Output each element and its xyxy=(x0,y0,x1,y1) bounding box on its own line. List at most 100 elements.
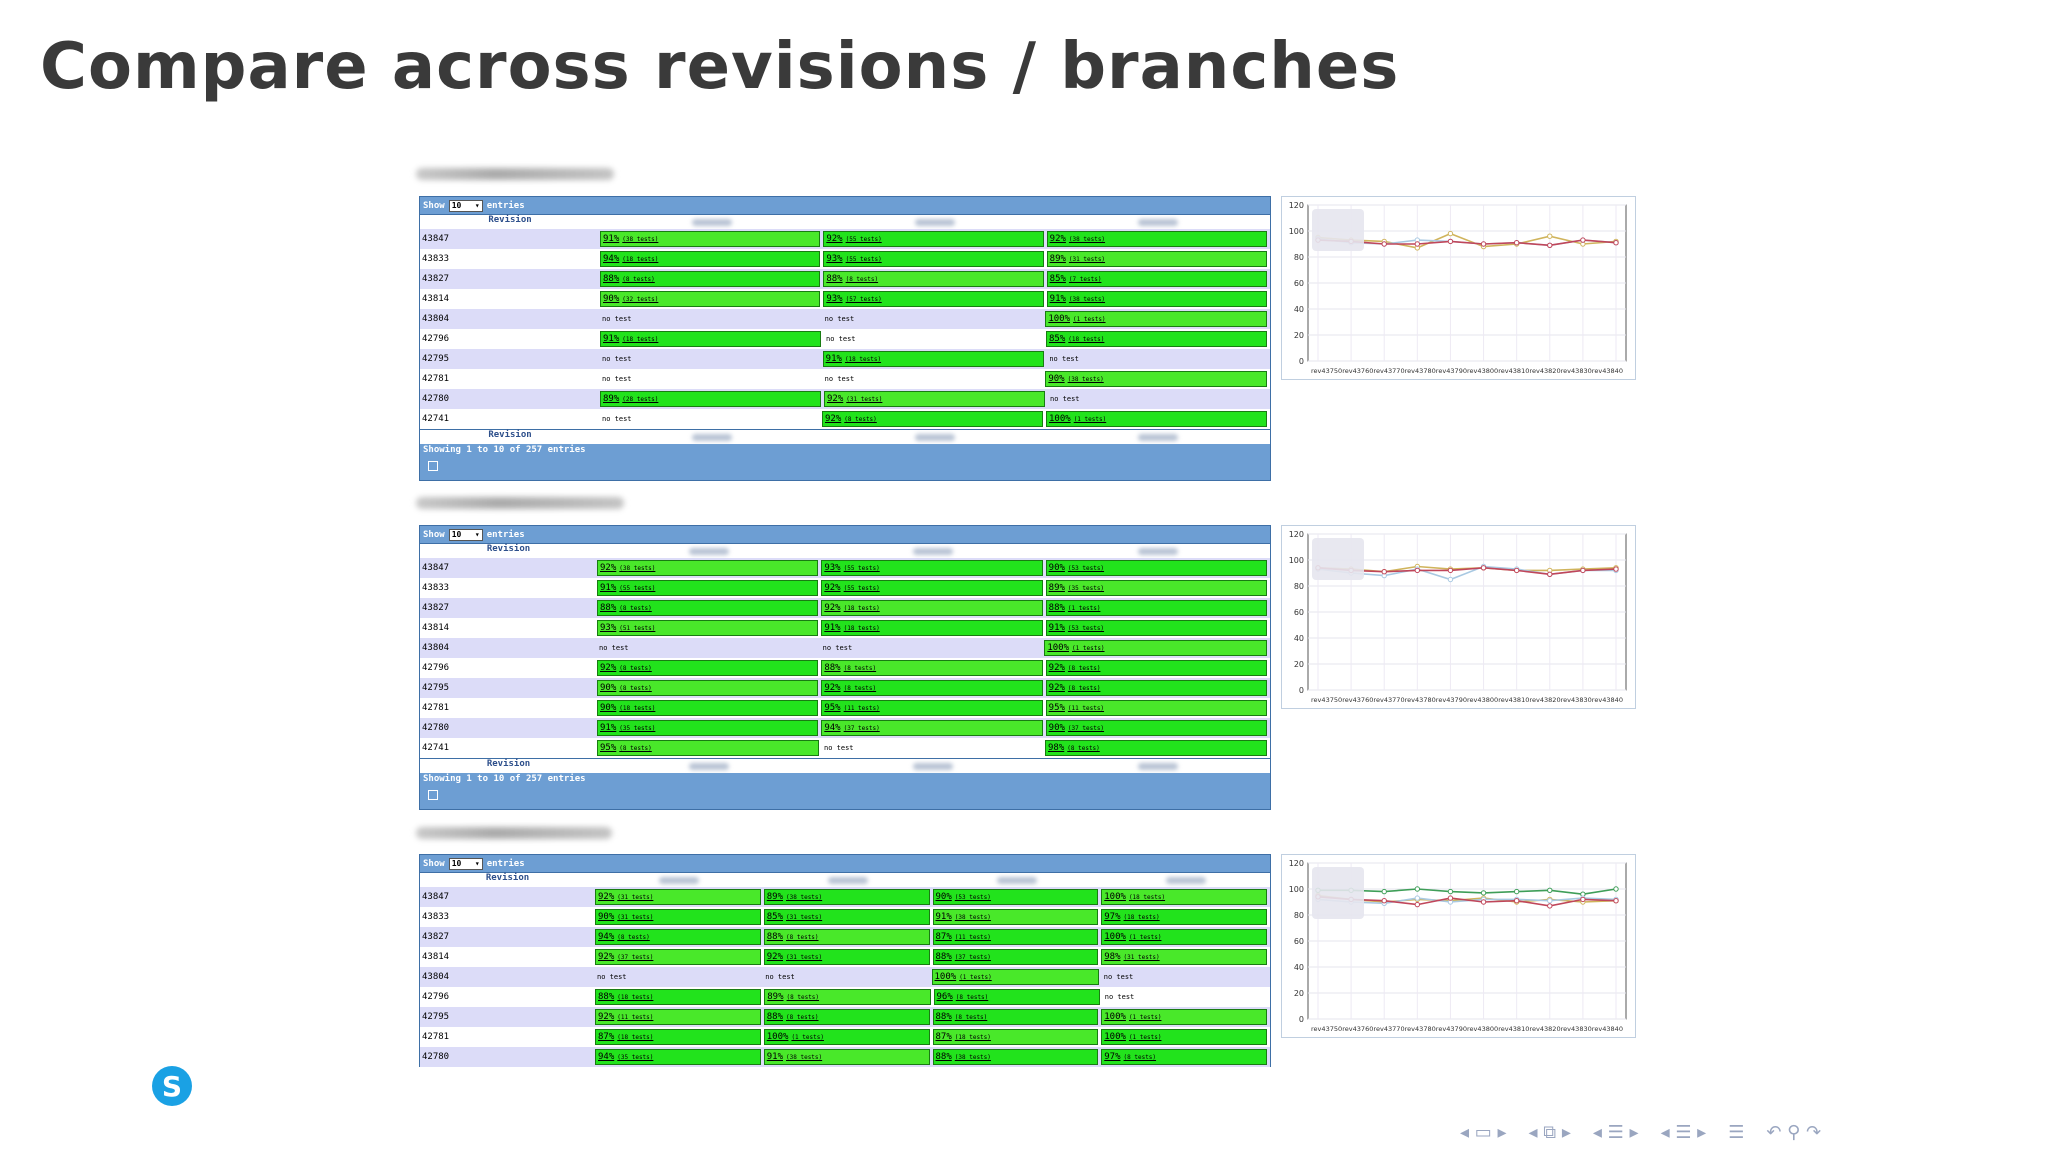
result-link[interactable]: 92% (8 tests) xyxy=(825,414,877,424)
result-link[interactable]: 92% (55 tests) xyxy=(824,583,880,593)
result-link[interactable]: 89% (8 tests) xyxy=(767,992,820,1002)
result-cell[interactable]: 90% (31 tests) xyxy=(595,909,761,925)
table-header[interactable]: Revision xyxy=(420,872,1270,887)
result-cell[interactable]: 91% (38 tests) xyxy=(600,231,821,247)
result-link[interactable]: 92% (38 tests) xyxy=(1049,234,1106,244)
result-link[interactable]: 88% (8 tests) xyxy=(766,1012,819,1022)
column-header[interactable] xyxy=(821,544,1045,558)
pagination[interactable] xyxy=(420,785,1270,800)
result-cell[interactable]: 100% (1 tests) xyxy=(763,1029,930,1045)
column-header[interactable] xyxy=(764,873,933,887)
result-link[interactable]: 90% (32 tests) xyxy=(603,294,659,304)
result-cell[interactable]: 88% (37 tests) xyxy=(932,949,1099,965)
result-cell[interactable]: 91% (18 tests) xyxy=(821,620,1043,636)
result-cell[interactable]: 94% (35 tests) xyxy=(595,1049,761,1065)
page-button[interactable] xyxy=(428,790,438,800)
result-link[interactable]: 94% (8 tests) xyxy=(598,932,650,942)
result-link[interactable]: 100% (1 tests) xyxy=(1049,414,1107,424)
result-cell[interactable]: 92% (31 tests) xyxy=(595,889,761,905)
nav-toc-icon[interactable]: ☰ xyxy=(1728,1122,1745,1143)
column-header[interactable] xyxy=(1101,873,1270,887)
result-link[interactable]: 100% (1 tests) xyxy=(1047,643,1105,653)
result-cell[interactable]: 91% (38 tests) xyxy=(763,1049,930,1065)
result-link[interactable]: 88% (18 tests) xyxy=(598,992,654,1002)
result-link[interactable]: 91% (38 tests) xyxy=(766,1052,823,1062)
column-header[interactable] xyxy=(823,215,1046,229)
result-link[interactable]: 90% (8 tests) xyxy=(600,683,652,693)
result-link[interactable]: 92% (38 tests) xyxy=(600,563,656,573)
result-cell[interactable]: 85% (18 tests) xyxy=(1046,331,1267,347)
result-cell[interactable]: 92% (8 tests) xyxy=(1045,680,1267,696)
result-link[interactable]: 91% (18 tests) xyxy=(824,623,880,633)
result-cell[interactable]: 100% (1 tests) xyxy=(1044,640,1268,656)
result-cell[interactable]: 90% (53 tests) xyxy=(1045,560,1267,576)
result-link[interactable]: 100% (1 tests) xyxy=(1104,932,1162,942)
result-cell[interactable]: 93% (57 tests) xyxy=(823,291,1044,307)
result-link[interactable]: 97% (18 tests) xyxy=(1104,912,1160,922)
result-cell[interactable]: 95% (11 tests) xyxy=(821,700,1043,716)
result-link[interactable]: 92% (8 tests) xyxy=(600,663,652,673)
result-cell[interactable]: 91% (18 tests) xyxy=(600,331,821,347)
result-cell[interactable]: 88% (8 tests) xyxy=(763,1009,930,1025)
result-link[interactable]: 92% (31 tests) xyxy=(827,394,883,404)
result-link[interactable]: 91% (38 tests) xyxy=(603,234,659,244)
result-cell[interactable]: 90% (37 tests) xyxy=(1045,720,1267,736)
result-link[interactable]: 88% (38 tests) xyxy=(935,1052,991,1062)
result-cell[interactable]: 88% (8 tests) xyxy=(600,271,821,287)
pagination[interactable] xyxy=(420,456,1270,471)
result-cell[interactable]: 93% (55 tests) xyxy=(821,560,1043,576)
result-cell[interactable]: 100% (1 tests) xyxy=(1101,1009,1267,1025)
result-link[interactable]: 91% (35 tests) xyxy=(600,723,656,733)
table-header[interactable]: Revision xyxy=(420,214,1270,229)
result-link[interactable]: 87% (18 tests) xyxy=(935,1032,991,1042)
result-link[interactable]: 100% (1 tests) xyxy=(1104,1012,1162,1022)
result-link[interactable]: 88% (8 tests) xyxy=(826,274,879,284)
result-link[interactable]: 94% (37 tests) xyxy=(824,723,880,733)
result-link[interactable]: 93% (57 tests) xyxy=(826,294,882,304)
column-header[interactable] xyxy=(597,544,821,558)
column-header[interactable] xyxy=(1046,544,1270,558)
result-cell[interactable]: 97% (8 tests) xyxy=(1101,1049,1267,1065)
result-link[interactable]: 90% (31 tests) xyxy=(598,912,654,922)
result-link[interactable]: 88% (8 tests) xyxy=(603,274,655,284)
result-cell[interactable]: 87% (18 tests) xyxy=(932,1029,1099,1045)
result-cell[interactable]: 88% (8 tests) xyxy=(597,600,819,616)
result-link[interactable]: 97% (8 tests) xyxy=(1104,1052,1157,1062)
column-header[interactable] xyxy=(600,215,823,229)
result-cell[interactable]: 89% (31 tests) xyxy=(1046,251,1267,267)
result-link[interactable]: 88% (37 tests) xyxy=(935,952,991,962)
result-link[interactable]: 90% (37 tests) xyxy=(1048,723,1105,733)
result-link[interactable]: 90% (53 tests) xyxy=(935,892,991,902)
result-cell[interactable]: 89% (28 tests) xyxy=(600,391,821,407)
result-cell[interactable]: 92% (55 tests) xyxy=(821,580,1043,596)
nav-section-icon[interactable]: ◂ ☰ ▸ xyxy=(1660,1122,1707,1143)
result-link[interactable]: 100% (1 tests) xyxy=(934,972,992,982)
result-cell[interactable]: 97% (18 tests) xyxy=(1101,909,1267,925)
result-cell[interactable]: 85% (7 tests) xyxy=(1046,271,1267,287)
result-cell[interactable]: 100% (1 tests) xyxy=(931,969,1099,985)
page-size-select[interactable]: 10 ▾ xyxy=(448,857,483,870)
result-cell[interactable]: 92% (18 tests) xyxy=(821,600,1043,616)
result-link[interactable]: 89% (35 tests) xyxy=(1048,583,1105,593)
nav-frame-icon[interactable]: ◂ ⧉ ▸ xyxy=(1528,1122,1571,1143)
result-link[interactable]: 95% (11 tests) xyxy=(824,703,880,713)
page-button[interactable] xyxy=(428,461,438,471)
result-cell[interactable]: 90% (8 tests) xyxy=(597,680,819,696)
page-size-select[interactable]: 10 ▾ xyxy=(448,528,483,541)
result-cell[interactable]: 88% (8 tests) xyxy=(932,1009,1099,1025)
result-link[interactable]: 88% (8 tests) xyxy=(824,663,877,673)
result-cell[interactable]: 88% (18 tests) xyxy=(595,989,762,1005)
result-cell[interactable]: 100% (1 tests) xyxy=(1045,311,1268,327)
result-cell[interactable]: 93% (55 tests) xyxy=(823,251,1044,267)
result-cell[interactable]: 90% (38 tests) xyxy=(1045,371,1268,387)
result-link[interactable]: 88% (8 tests) xyxy=(935,1012,988,1022)
result-link[interactable]: 85% (18 tests) xyxy=(1049,334,1105,344)
result-cell[interactable]: 92% (8 tests) xyxy=(1045,660,1267,676)
result-cell[interactable]: 100% (1 tests) xyxy=(1101,929,1267,945)
result-cell[interactable]: 91% (55 tests) xyxy=(597,580,819,596)
result-cell[interactable]: 89% (35 tests) xyxy=(1045,580,1267,596)
result-link[interactable]: 85% (7 tests) xyxy=(1049,274,1102,284)
result-cell[interactable]: 92% (37 tests) xyxy=(595,949,761,965)
result-link[interactable]: 89% (31 tests) xyxy=(1049,254,1106,264)
result-link[interactable]: 87% (18 tests) xyxy=(598,1032,654,1042)
